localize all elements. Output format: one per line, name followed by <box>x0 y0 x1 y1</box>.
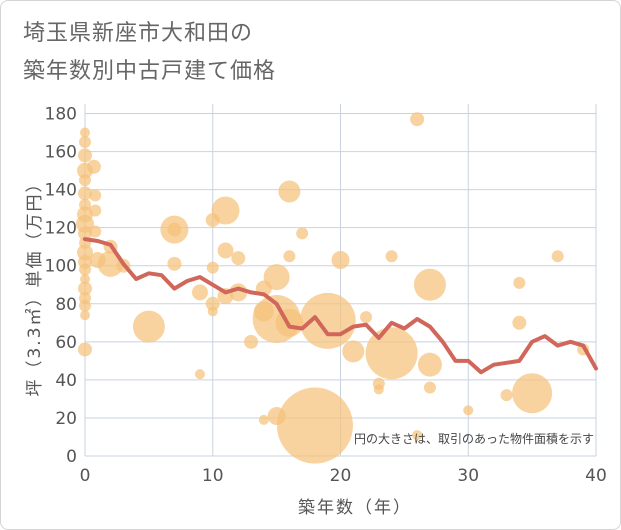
data-bubble <box>167 222 182 237</box>
data-bubble <box>211 196 240 225</box>
data-bubble <box>80 310 90 321</box>
data-bubble <box>417 352 442 377</box>
data-bubble <box>551 250 564 263</box>
y-tick-label: 40 <box>55 371 77 391</box>
x-tick-label: 10 <box>202 466 224 486</box>
data-bubble <box>78 281 92 296</box>
data-bubble <box>412 430 423 441</box>
data-bubble <box>283 250 296 263</box>
y-tick-label: 120 <box>45 219 77 239</box>
data-bubble <box>89 189 102 202</box>
data-bubble <box>79 299 91 312</box>
data-bubble <box>79 263 91 276</box>
y-axis-title: 坪（3.3㎡）単価（万円） <box>25 173 45 396</box>
data-bubble <box>512 373 553 414</box>
data-bubble <box>276 387 353 464</box>
data-bubble <box>296 227 309 240</box>
data-bubble <box>167 256 182 271</box>
chart-title: 埼玉県新座市大和田の 築年数別中古戸建て価格 <box>23 15 276 91</box>
data-bubble <box>360 311 373 324</box>
x-tick-label: 0 <box>80 466 91 486</box>
data-bubble <box>263 264 290 291</box>
data-bubble <box>331 251 350 270</box>
data-bubble <box>500 389 513 402</box>
data-bubble <box>78 148 92 163</box>
data-bubble <box>78 186 92 201</box>
y-tick-labels: 0 20 40 60 80 100 120 140 160 180 <box>45 105 77 467</box>
data-bubble <box>89 204 102 217</box>
bubble-size-note: 円の大きさは、取引のあった物件面積を示す <box>354 431 594 446</box>
data-bubble <box>79 174 91 187</box>
data-bubble <box>80 127 90 138</box>
y-tick-label: 0 <box>66 447 77 467</box>
data-bubble <box>244 334 259 349</box>
data-bubble <box>231 251 246 266</box>
x-tick-label: 40 <box>585 466 607 486</box>
data-bubble <box>78 226 92 241</box>
y-tick-label: 60 <box>55 333 77 353</box>
y-tick-label: 100 <box>45 257 77 277</box>
y-tick-label: 140 <box>45 181 77 201</box>
data-bubble <box>194 369 205 380</box>
average-price-line <box>83 237 598 375</box>
data-bubble <box>78 342 92 357</box>
data-bubble <box>342 340 365 363</box>
data-bubble <box>423 381 436 394</box>
data-bubble <box>79 136 91 149</box>
y-tick-label: 80 <box>55 295 77 315</box>
data-bubble <box>207 306 218 317</box>
y-tick-label: 160 <box>45 143 77 163</box>
data-bubble <box>278 180 301 203</box>
data-bubble <box>191 284 208 301</box>
y-tick-label: 180 <box>45 105 77 125</box>
data-bubble <box>365 327 418 380</box>
data-bubble <box>385 250 398 263</box>
data-bubble <box>89 225 102 238</box>
data-bubble <box>132 310 165 343</box>
data-bubble <box>80 274 90 285</box>
data-bubble <box>413 268 446 301</box>
data-bubble <box>463 405 474 416</box>
data-bubble <box>258 414 269 425</box>
data-bubble <box>410 112 425 127</box>
data-bubble <box>513 276 526 289</box>
data-bubble <box>205 296 220 311</box>
data-bubble <box>206 261 219 274</box>
data-bubble <box>373 384 384 395</box>
data-bubble <box>86 159 101 174</box>
trend-line-layer <box>83 237 598 375</box>
x-axis-title: 築年数（年） <box>298 498 412 518</box>
x-tick-label: 20 <box>330 466 352 486</box>
y-tick-label: 20 <box>55 409 77 429</box>
x-tick-labels: 0 10 20 30 40 <box>80 466 607 486</box>
chart-title-line-2: 築年数別中古戸建て価格 <box>23 59 277 84</box>
data-bubble <box>217 242 234 259</box>
bubble-layer <box>76 112 590 464</box>
x-tick-label: 30 <box>457 466 479 486</box>
data-bubble <box>512 315 527 330</box>
chart-title-line-1: 埼玉県新座市大和田の <box>23 21 254 46</box>
